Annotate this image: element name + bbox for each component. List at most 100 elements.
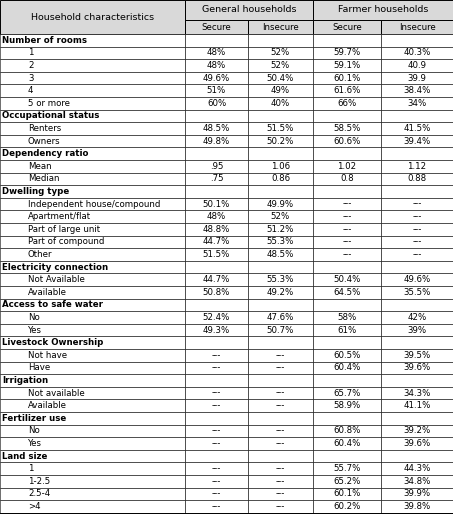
Bar — [248, 349, 313, 362]
Text: Occupational status: Occupational status — [2, 112, 99, 121]
Bar — [248, 198, 313, 210]
Bar — [185, 273, 248, 286]
Bar — [313, 122, 381, 135]
Text: ---: --- — [342, 212, 352, 221]
Text: ---: --- — [342, 237, 352, 246]
Bar — [313, 412, 381, 425]
Text: Independent house/compound: Independent house/compound — [28, 200, 160, 209]
Bar — [0, 210, 185, 223]
Bar — [0, 324, 185, 337]
Text: Number of rooms: Number of rooms — [2, 36, 87, 45]
Bar — [248, 223, 313, 236]
Text: 41.5%: 41.5% — [403, 124, 431, 133]
Bar — [0, 185, 185, 198]
Text: Livestock Ownership: Livestock Ownership — [2, 338, 103, 347]
Text: 39.4%: 39.4% — [403, 136, 431, 145]
Bar — [248, 463, 313, 475]
Text: 51%: 51% — [207, 86, 226, 95]
Bar — [248, 286, 313, 298]
Text: 65.2%: 65.2% — [333, 477, 361, 486]
Text: 49.6%: 49.6% — [203, 74, 230, 83]
Bar — [0, 425, 185, 437]
Bar — [248, 311, 313, 324]
Bar — [313, 248, 381, 261]
Text: 51.5%: 51.5% — [203, 250, 230, 259]
Bar — [0, 122, 185, 135]
Text: ---: --- — [342, 250, 352, 259]
Text: 44.7%: 44.7% — [203, 275, 230, 284]
Text: 5 or more: 5 or more — [28, 99, 70, 108]
Text: Not available: Not available — [28, 389, 85, 398]
Bar — [381, 487, 453, 500]
Bar — [248, 135, 313, 148]
Text: ---: --- — [212, 363, 221, 372]
Bar — [381, 97, 453, 109]
Text: ---: --- — [412, 225, 422, 234]
Bar — [185, 84, 248, 97]
Bar — [313, 487, 381, 500]
Text: ---: --- — [276, 389, 285, 398]
Text: Part of large unit: Part of large unit — [28, 225, 100, 234]
Text: >4: >4 — [28, 502, 41, 511]
Bar — [185, 97, 248, 109]
Text: 49.8%: 49.8% — [203, 136, 230, 145]
Text: 1.02: 1.02 — [337, 162, 357, 171]
Text: Dwelling type: Dwelling type — [2, 187, 69, 196]
Text: 55.7%: 55.7% — [333, 464, 361, 473]
Text: ---: --- — [276, 490, 285, 499]
Bar — [248, 122, 313, 135]
Bar — [381, 122, 453, 135]
Text: ---: --- — [212, 439, 221, 448]
Text: 60.1%: 60.1% — [333, 74, 361, 83]
Text: 60.4%: 60.4% — [333, 439, 361, 448]
Bar — [381, 185, 453, 198]
Text: 61.6%: 61.6% — [333, 86, 361, 95]
Bar — [185, 311, 248, 324]
Bar — [185, 487, 248, 500]
Bar — [0, 362, 185, 374]
Bar — [185, 148, 248, 160]
Bar — [0, 248, 185, 261]
Bar — [313, 374, 381, 387]
Text: 40%: 40% — [271, 99, 290, 108]
Bar — [381, 437, 453, 450]
Text: 55.3%: 55.3% — [267, 237, 294, 246]
Text: 50.8%: 50.8% — [203, 288, 230, 297]
Bar — [381, 450, 453, 463]
Text: ---: --- — [212, 401, 221, 410]
Bar — [248, 97, 313, 109]
Bar — [381, 72, 453, 84]
Bar — [248, 210, 313, 223]
Text: ---: --- — [412, 237, 422, 246]
Bar — [248, 84, 313, 97]
Bar — [313, 399, 381, 412]
Bar — [313, 109, 381, 122]
Bar — [313, 34, 381, 47]
Text: 65.7%: 65.7% — [333, 389, 361, 398]
Bar — [248, 298, 313, 311]
Bar — [185, 135, 248, 148]
Bar — [185, 374, 248, 387]
Bar — [185, 185, 248, 198]
Bar — [381, 198, 453, 210]
Text: 64.5%: 64.5% — [333, 288, 361, 297]
Text: 61%: 61% — [337, 326, 357, 335]
Text: 40.3%: 40.3% — [403, 48, 431, 57]
Text: 49%: 49% — [271, 86, 290, 95]
Text: ---: --- — [212, 502, 221, 511]
Bar — [381, 374, 453, 387]
Text: 58.9%: 58.9% — [333, 401, 361, 410]
Text: 60.8%: 60.8% — [333, 426, 361, 435]
Bar — [0, 399, 185, 412]
Text: 60.2%: 60.2% — [333, 502, 361, 511]
Bar — [0, 198, 185, 210]
Text: 50.4%: 50.4% — [267, 74, 294, 83]
Text: 39.9: 39.9 — [408, 74, 426, 83]
Text: ---: --- — [412, 212, 422, 221]
Text: Insecure: Insecure — [262, 22, 299, 31]
Text: 42%: 42% — [407, 313, 427, 322]
Bar — [0, 109, 185, 122]
Text: No: No — [28, 426, 40, 435]
Bar — [381, 59, 453, 72]
Bar — [248, 34, 313, 47]
